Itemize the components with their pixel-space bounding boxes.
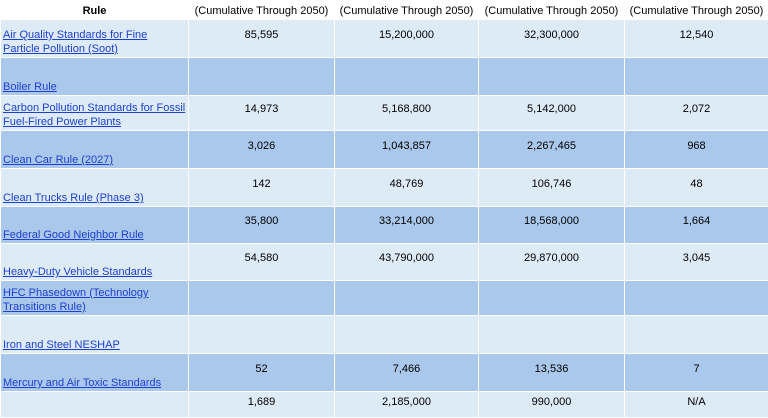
value-cell: 43,790,000 [335, 244, 479, 281]
table-row: Iron and Steel NESHAP [1, 316, 768, 354]
value-cell: 2,072 [625, 96, 768, 131]
table-row: HFC Phasedown (Technology Transitions Ru… [1, 281, 768, 316]
value-cell [479, 281, 625, 316]
rule-link[interactable]: HFC Phasedown (Technology Transitions Ru… [3, 286, 186, 314]
value-cell: 12,540 [625, 20, 768, 58]
value-cell [189, 316, 335, 354]
rule-link[interactable]: Heavy-Duty Vehicle Standards [3, 265, 152, 279]
value-cell: 3,045 [625, 244, 768, 281]
value-cell: 15,200,000 [335, 20, 479, 58]
value-cell: 29,870,000 [479, 244, 625, 281]
value-cell: 990,000 [479, 392, 625, 418]
value-cell: 7 [625, 354, 768, 392]
value-cell: N/A [625, 392, 768, 418]
rule-cell: Clean Trucks Rule (Phase 3) [1, 169, 189, 207]
value-cell: 32,300,000 [479, 20, 625, 58]
table-row: Heavy-Duty Vehicle Standards 54,580 43,7… [1, 244, 768, 281]
value-cell: 968 [625, 131, 768, 169]
rule-cell: Iron and Steel NESHAP [1, 316, 189, 354]
header-row: Rule (Cumulative Through 2050) (Cumulati… [1, 1, 768, 20]
rule-cell: Carbon Pollution Standards for Fossil Fu… [1, 96, 189, 131]
value-cell [479, 316, 625, 354]
rule-cell: Heavy-Duty Vehicle Standards [1, 244, 189, 281]
table-row: Carbon Pollution Standards for Fossil Fu… [1, 96, 768, 131]
rule-column-header: Rule [1, 1, 189, 20]
value-cell: 14,973 [189, 96, 335, 131]
table-row: Federal Good Neighbor Rule 35,800 33,214… [1, 207, 768, 244]
value-cell: 2,267,465 [479, 131, 625, 169]
rule-cell: HFC Phasedown (Technology Transitions Ru… [1, 281, 189, 316]
table-row: Clean Car Rule (2027) 3,026 1,043,857 2,… [1, 131, 768, 169]
value-cell: 2,185,000 [335, 392, 479, 418]
value-cell: 7,466 [335, 354, 479, 392]
value-cell [625, 281, 768, 316]
value-cell: 18,568,000 [479, 207, 625, 244]
table-row: Mercury and Air Toxic Standards 52 7,466… [1, 354, 768, 392]
value-cell [335, 58, 479, 96]
column-header: (Cumulative Through 2050) [335, 1, 479, 20]
value-cell: 142 [189, 169, 335, 207]
rule-link[interactable]: Iron and Steel NESHAP [3, 338, 120, 352]
rule-cell: Boiler Rule [1, 58, 189, 96]
rule-link[interactable]: Clean Trucks Rule (Phase 3) [3, 191, 144, 205]
value-cell: 5,142,000 [479, 96, 625, 131]
value-cell: 48 [625, 169, 768, 207]
value-cell: 33,214,000 [335, 207, 479, 244]
rule-cell [1, 392, 189, 418]
value-cell: 48,769 [335, 169, 479, 207]
value-cell [479, 58, 625, 96]
value-cell: 1,689 [189, 392, 335, 418]
rule-cell: Federal Good Neighbor Rule [1, 207, 189, 244]
value-cell: 1,664 [625, 207, 768, 244]
value-cell [189, 58, 335, 96]
value-cell: 106,746 [479, 169, 625, 207]
value-cell: 52 [189, 354, 335, 392]
value-cell: 5,168,800 [335, 96, 479, 131]
rule-cell: Air Quality Standards for Fine Particle … [1, 20, 189, 58]
column-header: (Cumulative Through 2050) [479, 1, 625, 20]
rule-cell: Mercury and Air Toxic Standards [1, 354, 189, 392]
table-row: Clean Trucks Rule (Phase 3) 142 48,769 1… [1, 169, 768, 207]
value-cell: 85,595 [189, 20, 335, 58]
column-header: (Cumulative Through 2050) [625, 1, 768, 20]
value-cell [335, 316, 479, 354]
value-cell: 1,043,857 [335, 131, 479, 169]
table-row: Boiler Rule [1, 58, 768, 96]
value-cell: 35,800 [189, 207, 335, 244]
table-row: 1,689 2,185,000 990,000 N/A [1, 392, 768, 418]
value-cell: 3,026 [189, 131, 335, 169]
rule-link[interactable]: Boiler Rule [3, 80, 57, 94]
rule-link[interactable]: Carbon Pollution Standards for Fossil Fu… [3, 101, 186, 129]
rule-link[interactable]: Mercury and Air Toxic Standards [3, 376, 161, 390]
table-row: Air Quality Standards for Fine Particle … [1, 20, 768, 58]
value-cell [625, 316, 768, 354]
value-cell [625, 58, 768, 96]
rule-link[interactable]: Federal Good Neighbor Rule [3, 228, 144, 242]
rule-link[interactable]: Clean Car Rule (2027) [3, 153, 113, 167]
value-cell: 54,580 [189, 244, 335, 281]
value-cell [335, 281, 479, 316]
value-cell [189, 281, 335, 316]
value-cell: 13,536 [479, 354, 625, 392]
rule-link[interactable]: Air Quality Standards for Fine Particle … [3, 28, 186, 56]
rule-cell: Clean Car Rule (2027) [1, 131, 189, 169]
column-header: (Cumulative Through 2050) [189, 1, 335, 20]
